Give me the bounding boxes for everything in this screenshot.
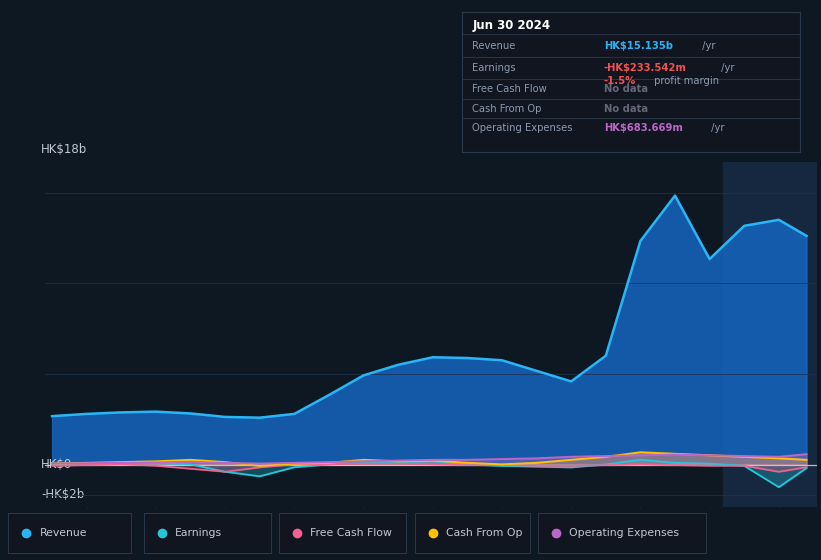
Text: Revenue: Revenue (39, 528, 87, 538)
Text: Cash From Op: Cash From Op (472, 104, 542, 114)
Text: Jun 30 2024: Jun 30 2024 (472, 19, 550, 32)
Bar (723, 162, 817, 507)
Text: Earnings: Earnings (472, 63, 516, 73)
Text: HK$15.135b: HK$15.135b (604, 41, 673, 50)
FancyBboxPatch shape (8, 513, 131, 553)
Text: HK$18b: HK$18b (41, 142, 88, 156)
Text: Revenue: Revenue (472, 41, 516, 50)
Text: HK$0: HK$0 (41, 458, 72, 471)
Text: -1.5%: -1.5% (604, 76, 636, 86)
Text: profit margin: profit margin (651, 76, 719, 86)
Text: HK$683.669m: HK$683.669m (604, 123, 683, 133)
FancyBboxPatch shape (538, 513, 706, 553)
Text: No data: No data (604, 104, 648, 114)
Text: Free Cash Flow: Free Cash Flow (310, 528, 392, 538)
FancyBboxPatch shape (144, 513, 271, 553)
Text: -HK$2b: -HK$2b (41, 488, 85, 501)
Text: /yr: /yr (708, 123, 725, 133)
Text: Cash From Op: Cash From Op (446, 528, 522, 538)
Text: Earnings: Earnings (175, 528, 222, 538)
Text: /yr: /yr (718, 63, 734, 73)
FancyBboxPatch shape (415, 513, 530, 553)
Text: Operating Expenses: Operating Expenses (569, 528, 679, 538)
Text: No data: No data (604, 84, 648, 94)
Text: Free Cash Flow: Free Cash Flow (472, 84, 547, 94)
Text: -HK$233.542m: -HK$233.542m (604, 63, 687, 73)
FancyBboxPatch shape (279, 513, 406, 553)
Text: /yr: /yr (699, 41, 715, 50)
Text: Operating Expenses: Operating Expenses (472, 123, 572, 133)
